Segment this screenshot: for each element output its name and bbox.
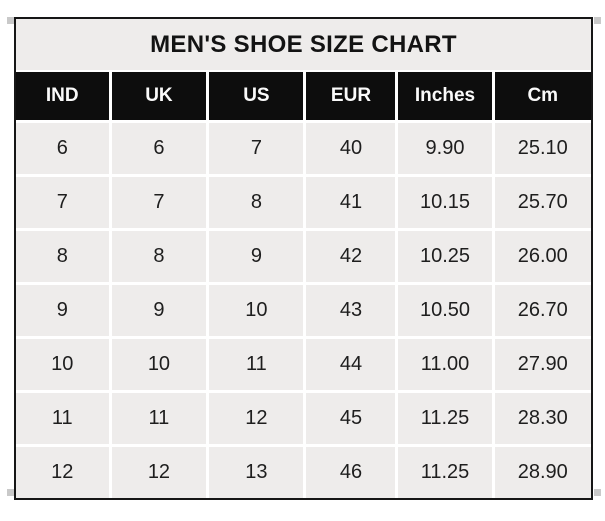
cell-inches: 11.25: [395, 444, 492, 498]
table-row: 7 7 8 41 10.15 25.70: [16, 174, 591, 228]
column-header-row: IND UK US EUR Inches Cm: [16, 70, 591, 120]
cell-inches: 10.25: [395, 228, 492, 282]
cell-cm: 27.90: [491, 336, 591, 390]
cell-us: 11: [206, 336, 304, 390]
table-row: 10 10 11 44 11.00 27.90: [16, 336, 591, 390]
cell-inches: 10.50: [395, 282, 492, 336]
cell-us: 10: [206, 282, 304, 336]
column-header-uk: UK: [108, 70, 207, 120]
cell-uk: 7: [108, 174, 207, 228]
cell-us: 9: [206, 228, 304, 282]
table-title: MEN'S SHOE SIZE CHART: [16, 19, 591, 70]
cell-us: 13: [206, 444, 304, 498]
table-row: 6 6 7 40 9.90 25.10: [16, 120, 591, 174]
cell-cm: 25.70: [491, 174, 591, 228]
cell-ind: 10: [16, 336, 109, 390]
cell-ind: 8: [16, 228, 109, 282]
cell-eur: 46: [303, 444, 396, 498]
cell-eur: 45: [303, 390, 396, 444]
cell-uk: 11: [108, 390, 207, 444]
cell-cm: 26.70: [491, 282, 591, 336]
cell-cm: 26.00: [491, 228, 591, 282]
shoe-size-chart-table: MEN'S SHOE SIZE CHART IND UK US EUR Inch…: [14, 17, 593, 500]
column-header-eur: EUR: [303, 70, 396, 120]
cell-us: 12: [206, 390, 304, 444]
table-row: 11 11 12 45 11.25 28.30: [16, 390, 591, 444]
table-row: 9 9 10 43 10.50 26.70: [16, 282, 591, 336]
cell-ind: 7: [16, 174, 109, 228]
table-row: 8 8 9 42 10.25 26.00: [16, 228, 591, 282]
cell-inches: 9.90: [395, 120, 492, 174]
column-header-inches: Inches: [395, 70, 492, 120]
cell-eur: 44: [303, 336, 396, 390]
column-header-ind: IND: [16, 70, 109, 120]
corner-handle-bottom-left: [7, 489, 14, 496]
cell-inches: 11.00: [395, 336, 492, 390]
cell-ind: 6: [16, 120, 109, 174]
cell-cm: 28.90: [491, 444, 591, 498]
cell-cm: 25.10: [491, 120, 591, 174]
cell-inches: 11.25: [395, 390, 492, 444]
cell-inches: 10.15: [395, 174, 492, 228]
cell-ind: 12: [16, 444, 109, 498]
cell-uk: 9: [108, 282, 207, 336]
corner-handle-top-left: [7, 17, 14, 24]
cell-eur: 42: [303, 228, 396, 282]
cell-eur: 40: [303, 120, 396, 174]
cell-uk: 12: [108, 444, 207, 498]
cell-ind: 11: [16, 390, 109, 444]
column-header-cm: Cm: [491, 70, 591, 120]
corner-handle-bottom-right: [594, 489, 601, 496]
cell-us: 8: [206, 174, 304, 228]
cell-ind: 9: [16, 282, 109, 336]
cell-uk: 10: [108, 336, 207, 390]
cell-eur: 43: [303, 282, 396, 336]
cell-cm: 28.30: [491, 390, 591, 444]
table-title-row: MEN'S SHOE SIZE CHART: [16, 19, 591, 70]
column-header-us: US: [206, 70, 304, 120]
cell-us: 7: [206, 120, 304, 174]
cell-eur: 41: [303, 174, 396, 228]
table-row: 12 12 13 46 11.25 28.90: [16, 444, 591, 498]
corner-handle-top-right: [594, 17, 601, 24]
cell-uk: 8: [108, 228, 207, 282]
cell-uk: 6: [108, 120, 207, 174]
